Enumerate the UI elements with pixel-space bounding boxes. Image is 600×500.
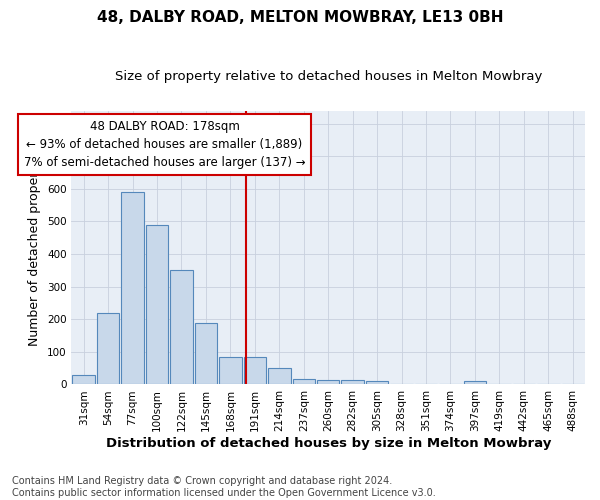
Bar — [219, 356, 242, 384]
Bar — [146, 224, 168, 384]
Title: Size of property relative to detached houses in Melton Mowbray: Size of property relative to detached ho… — [115, 70, 542, 83]
Bar — [293, 378, 315, 384]
Bar — [73, 374, 95, 384]
Bar — [244, 356, 266, 384]
Text: 48, DALBY ROAD, MELTON MOWBRAY, LE13 0BH: 48, DALBY ROAD, MELTON MOWBRAY, LE13 0BH — [97, 10, 503, 25]
Bar — [464, 381, 486, 384]
Bar — [366, 381, 388, 384]
Bar — [317, 380, 340, 384]
Bar — [195, 322, 217, 384]
Bar — [121, 192, 144, 384]
Bar — [170, 270, 193, 384]
X-axis label: Distribution of detached houses by size in Melton Mowbray: Distribution of detached houses by size … — [106, 437, 551, 450]
Bar — [341, 380, 364, 384]
Text: 48 DALBY ROAD: 178sqm
← 93% of detached houses are smaller (1,889)
7% of semi-de: 48 DALBY ROAD: 178sqm ← 93% of detached … — [24, 120, 305, 170]
Bar — [268, 368, 290, 384]
Y-axis label: Number of detached properties: Number of detached properties — [28, 149, 41, 346]
Bar — [97, 312, 119, 384]
Text: Contains HM Land Registry data © Crown copyright and database right 2024.
Contai: Contains HM Land Registry data © Crown c… — [12, 476, 436, 498]
